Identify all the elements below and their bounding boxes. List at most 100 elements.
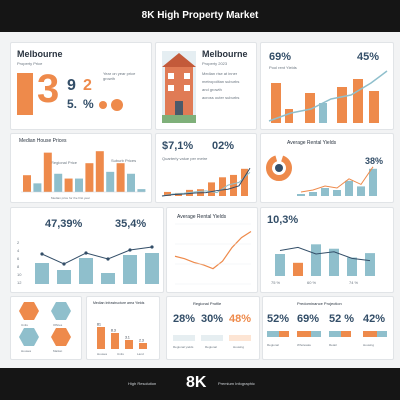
regional-title: Regional Profile xyxy=(193,301,222,306)
bar xyxy=(33,183,42,192)
bar xyxy=(97,327,105,349)
melbourne2-title: Melbourne xyxy=(202,49,248,59)
bar xyxy=(311,331,321,337)
bullet-1: Median rise at inner xyxy=(202,71,238,76)
city-icon xyxy=(51,302,71,320)
bullet-3: and growth xyxy=(202,87,222,92)
dot-1 xyxy=(99,101,107,109)
bar xyxy=(321,188,329,196)
pct-right: 45% xyxy=(357,51,380,63)
trend-line xyxy=(268,70,388,122)
data-label: 81 xyxy=(97,323,101,327)
median-bar-chart xyxy=(21,151,146,193)
bar xyxy=(345,180,353,196)
bar xyxy=(164,191,171,196)
bar xyxy=(23,175,31,192)
tick-label: Land xyxy=(137,352,144,356)
rental-mid-title: Average Rental Yields xyxy=(177,214,227,220)
bar xyxy=(241,168,248,196)
forward-bars xyxy=(267,331,387,337)
forward-label-4: Housing xyxy=(363,343,375,347)
avatar xyxy=(111,99,123,111)
rental-mid-card: Average Rental Yields xyxy=(166,207,258,293)
bar xyxy=(208,182,215,196)
pool-label: Pool rent Yields xyxy=(269,65,297,70)
house-icon xyxy=(19,328,39,346)
bar xyxy=(75,178,83,192)
median-house-card: Median House Prices Regional Price Subur… xyxy=(10,133,152,203)
bar xyxy=(341,331,351,337)
bar xyxy=(279,331,289,337)
data-label: 2.3 xyxy=(139,339,144,343)
bar xyxy=(293,262,303,276)
data-label: 8.3 xyxy=(111,329,116,333)
home-icon xyxy=(19,302,39,320)
bar xyxy=(145,253,159,284)
pool-yields-card: 69% 45% Pool rent Yields xyxy=(260,42,394,130)
median-caption: Median price for the first year xyxy=(51,196,90,200)
tick-label: 12 xyxy=(17,280,22,285)
bar xyxy=(95,151,104,192)
forward-p1: 52% xyxy=(267,313,290,325)
regional-bar-2 xyxy=(201,335,223,341)
house-illustration xyxy=(162,51,196,123)
donut-ring xyxy=(266,155,292,181)
bar xyxy=(347,257,357,276)
forward-p4: 42% xyxy=(363,313,386,325)
bar xyxy=(230,174,237,196)
melbourne-2023-card: Melbourne Property 2023 Median rise at i… xyxy=(155,42,257,130)
bar xyxy=(43,152,52,192)
bar xyxy=(329,331,341,337)
point xyxy=(40,252,44,256)
regional-p1: 28% xyxy=(173,313,196,325)
bar xyxy=(116,163,125,192)
bar xyxy=(64,178,73,192)
bar xyxy=(85,163,94,192)
market-icon xyxy=(51,328,71,346)
trend-line xyxy=(279,246,371,262)
yields-card: 47,39% 35,4% 12 10 8 6 4 2 xyxy=(10,207,164,293)
bar xyxy=(363,331,377,337)
bar xyxy=(297,331,311,337)
regional-p2: 30% xyxy=(201,313,224,325)
rental-donut xyxy=(266,155,292,181)
bar xyxy=(285,109,293,123)
bar xyxy=(111,333,119,349)
regional-card: Regional Profile 28% 30% 48% Regional yi… xyxy=(166,296,260,360)
melbourne-title: Melbourne xyxy=(17,49,63,59)
forward-label-3: Retail xyxy=(329,343,337,347)
bullet-2: metropolitan suburbs xyxy=(202,79,240,84)
bar xyxy=(271,83,281,123)
num-3: 5. xyxy=(67,97,78,111)
rental-top-pct: 38% xyxy=(365,156,384,166)
regional-bar-3 xyxy=(229,335,251,341)
tick-label: 6 xyxy=(17,256,20,261)
growth-v2: 02% xyxy=(212,140,235,152)
melbourne2-subtitle: Property 2023 xyxy=(202,61,228,66)
yields-bar-chart: 12 10 8 6 4 2 xyxy=(17,240,159,285)
melbourne-note: Year on year price growth xyxy=(103,71,136,81)
regional-bar-1 xyxy=(173,335,195,341)
tick-label: 4 xyxy=(17,248,20,253)
pct10-label-2: 60 % xyxy=(307,280,317,285)
ten-pct-card: 10,3% 75 % 60 % 74 % xyxy=(260,207,394,293)
forward-label-2: Wholesale xyxy=(297,343,312,347)
bar xyxy=(369,91,379,123)
icon-label-1: Units xyxy=(21,323,28,327)
bar xyxy=(267,331,279,337)
rental-mid-chart xyxy=(174,223,252,285)
forward-card: Predominance Projection 52% 69% 52 % 42%… xyxy=(262,296,394,360)
tick-label: Houses xyxy=(97,352,108,356)
tick-label: Units xyxy=(117,352,124,356)
point xyxy=(128,248,132,252)
regional-p3: 48% xyxy=(229,313,252,325)
rental-top-chart xyxy=(297,166,377,196)
infra-title: Median Infrastructure area Yields xyxy=(93,301,145,305)
regional-label-2: Regional xyxy=(205,345,217,349)
forward-p2: 69% xyxy=(297,313,320,325)
bar xyxy=(333,190,341,196)
growth-label: Quarterly value per metre xyxy=(162,156,208,161)
icon-label-4: Market xyxy=(53,349,63,353)
bar xyxy=(106,171,115,192)
pool-yields-chart xyxy=(268,70,388,123)
